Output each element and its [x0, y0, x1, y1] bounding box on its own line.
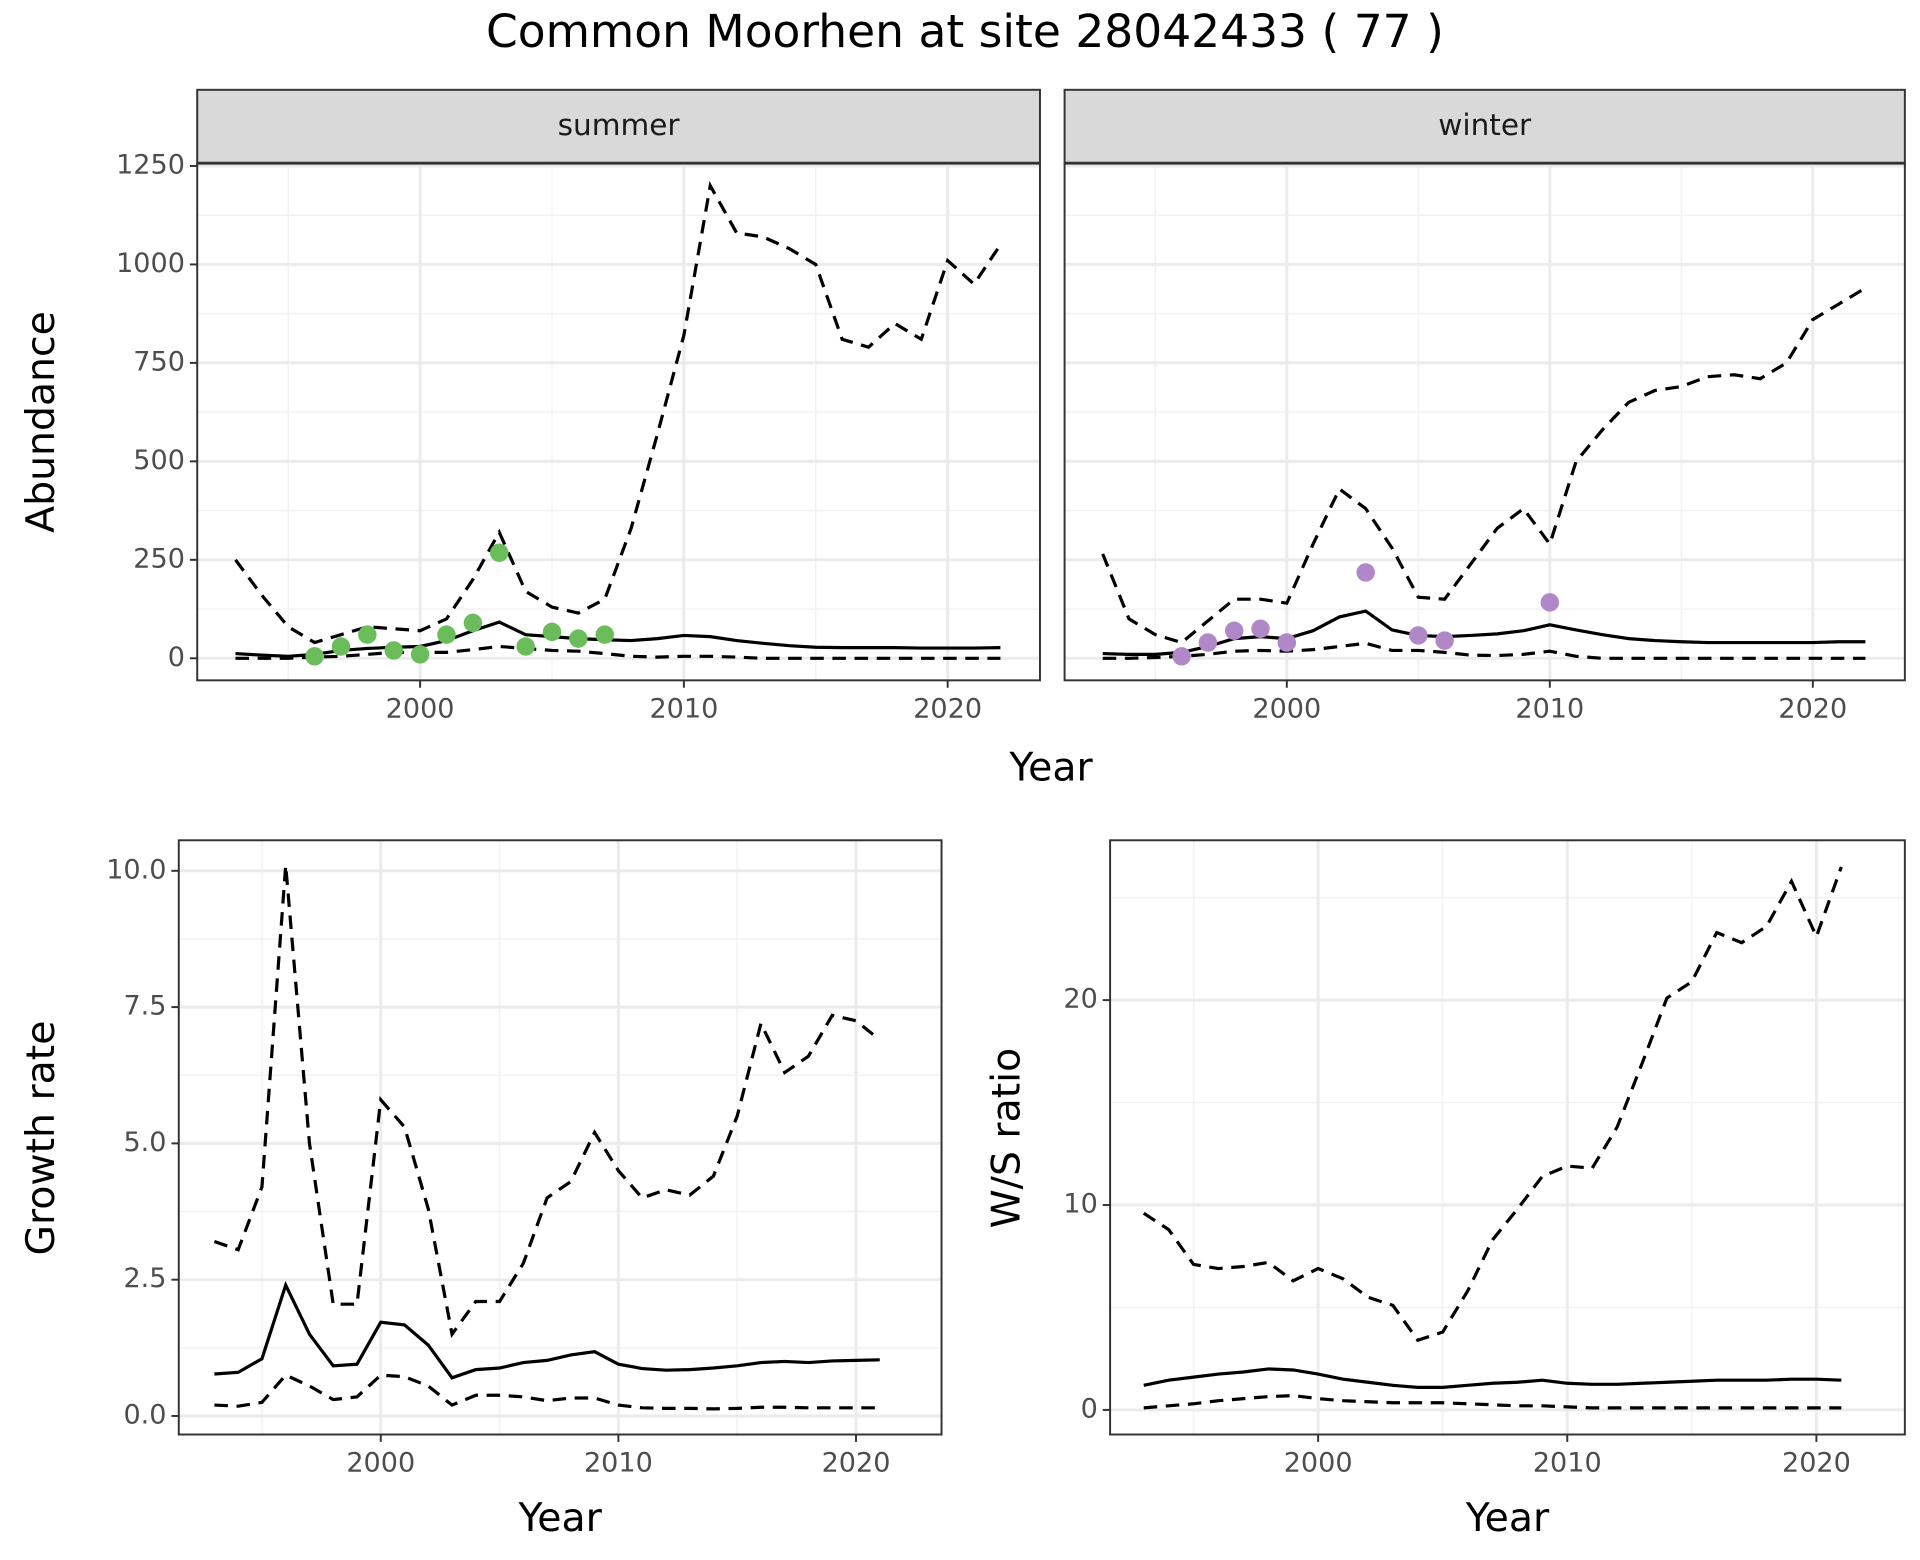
- x-tick-label: 2010: [649, 693, 718, 724]
- point: [463, 613, 483, 633]
- y-tick-label: 20: [1063, 984, 1097, 1015]
- line: [235, 644, 1001, 660]
- x-tick-label: 2020: [822, 1448, 891, 1479]
- x-tick-label: 2000: [386, 693, 455, 724]
- point: [331, 637, 351, 656]
- x-tick-label: 2020: [913, 693, 982, 724]
- y-tick-label: 500: [133, 445, 185, 476]
- y-tick-label: 0: [1081, 1393, 1098, 1424]
- point: [542, 622, 562, 642]
- x-tick-label: 2010: [584, 1448, 653, 1479]
- panel-border: [177, 839, 943, 1436]
- y-tick-label: 1000: [116, 248, 185, 279]
- x-tick-label: 2000: [1252, 693, 1321, 724]
- point: [490, 543, 509, 562]
- x-tick-label: 2010: [1515, 693, 1584, 724]
- y-tick-label: 5.0: [123, 1127, 166, 1158]
- point: [1356, 563, 1375, 582]
- x-tick-label: 2020: [1778, 693, 1847, 724]
- line: [235, 620, 1001, 658]
- plot-area: [1101, 286, 1867, 666]
- point: [1435, 631, 1454, 650]
- point: [1540, 593, 1560, 612]
- point: [384, 641, 403, 660]
- point: [569, 629, 588, 648]
- plot-area: [1142, 866, 1843, 1410]
- panel-border: [196, 162, 1041, 682]
- panel-border: [1109, 839, 1906, 1436]
- y-tick-label: 10: [1063, 1189, 1097, 1220]
- y-axis-title: W/S ratio: [984, 1048, 1030, 1228]
- x-axis-title: Year: [517, 1495, 602, 1541]
- y-tick-label: 750: [133, 346, 185, 377]
- y-tick-label: 10.0: [106, 854, 166, 885]
- x-tick-label: 2000: [346, 1448, 415, 1479]
- point: [1251, 619, 1270, 638]
- line: [1142, 866, 1843, 1343]
- plot-area: [234, 180, 1002, 666]
- x-tick-label: 2010: [1533, 1448, 1602, 1479]
- line: [1102, 609, 1866, 656]
- strip: [196, 88, 1041, 165]
- plot-area: [213, 865, 881, 1411]
- point: [437, 625, 456, 644]
- x-axis-title: Year: [1465, 1495, 1550, 1541]
- panel-bg: [178, 840, 942, 1435]
- line: [213, 865, 881, 1339]
- x-tick-label: 2000: [1284, 1448, 1353, 1479]
- y-tick-label: 2.5: [123, 1263, 166, 1294]
- point: [1198, 633, 1218, 652]
- panel-bg: [197, 163, 1040, 681]
- strip-label: summer: [558, 108, 681, 142]
- point: [410, 645, 430, 664]
- panel-bg: [1110, 840, 1905, 1435]
- point: [595, 625, 614, 644]
- y-axis-title: Growth rate: [18, 1021, 64, 1256]
- line: [1101, 286, 1867, 645]
- point: [1172, 647, 1191, 666]
- y-tick-label: 0.0: [123, 1399, 166, 1430]
- strip: [1063, 88, 1906, 165]
- x-axis-title: Year: [1008, 745, 1093, 791]
- line: [1143, 1367, 1842, 1389]
- y-tick-label: 7.5: [123, 991, 166, 1022]
- point: [516, 637, 535, 656]
- y-tick-label: 1250: [116, 149, 185, 180]
- point: [1277, 633, 1297, 652]
- line: [1143, 1393, 1842, 1410]
- point: [1224, 621, 1244, 640]
- line: [214, 1280, 880, 1380]
- figure-title: Common Moorhen at site 28042433 ( 77 ): [486, 5, 1444, 58]
- y-tick-label: 0: [168, 642, 185, 673]
- line: [1102, 641, 1866, 660]
- point: [1409, 626, 1428, 645]
- point: [358, 625, 377, 644]
- x-tick-label: 2020: [1782, 1448, 1851, 1479]
- panel-bg: [1064, 163, 1905, 681]
- point: [305, 647, 324, 666]
- y-tick-label: 250: [133, 543, 185, 574]
- panel-border: [1063, 162, 1906, 682]
- y-axis-title: Abundance: [18, 311, 64, 533]
- strip-label: winter: [1438, 108, 1532, 142]
